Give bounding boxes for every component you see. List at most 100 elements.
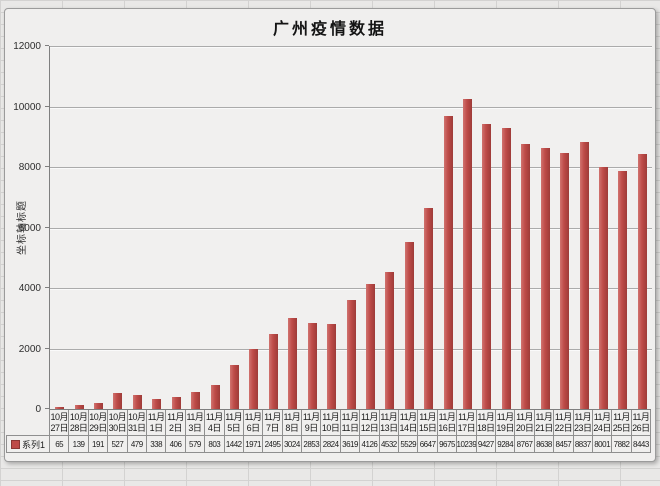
bar[interactable] xyxy=(74,404,84,409)
bar[interactable] xyxy=(365,284,375,409)
bar[interactable] xyxy=(404,241,414,409)
y-axis-tick-label: 8000 xyxy=(18,162,41,173)
category-cell: 11月 1日 xyxy=(146,410,167,436)
value-cell: 6647 xyxy=(418,436,438,453)
value-cell: 5529 xyxy=(399,436,419,453)
value-cell: 8638 xyxy=(534,436,555,453)
value-cell: 8443 xyxy=(631,436,652,453)
value-cell: 2853 xyxy=(302,436,322,453)
plot-area xyxy=(49,46,652,409)
category-cell: 10月 31日 xyxy=(127,410,147,436)
category-cell: 11月 24日 xyxy=(592,410,613,436)
category-cell: 11月 21日 xyxy=(534,410,555,436)
legend-key-cell: 系列1 xyxy=(6,435,50,453)
value-cell: 9284 xyxy=(495,436,516,453)
category-cell: 11月 10日 xyxy=(321,410,341,436)
bar[interactable] xyxy=(113,393,123,409)
value-cell: 139 xyxy=(69,436,89,453)
category-cell: 11月 22日 xyxy=(554,410,574,436)
chart-title: 广州疫情数据 xyxy=(272,19,387,38)
bar[interactable] xyxy=(598,166,608,409)
bar[interactable] xyxy=(521,143,531,409)
category-cell: 10月 30日 xyxy=(108,410,128,436)
value-cell: 4126 xyxy=(360,436,380,453)
value-cell: 406 xyxy=(166,436,186,453)
bar[interactable] xyxy=(540,147,550,409)
category-cell: 11月 25日 xyxy=(612,410,632,436)
bar[interactable] xyxy=(385,271,395,409)
y-axis-tick-label: 12000 xyxy=(13,41,41,52)
y-axis-tick-mark xyxy=(45,408,49,409)
y-axis-tick-mark xyxy=(45,287,49,288)
bar[interactable] xyxy=(501,128,511,409)
bar[interactable] xyxy=(171,396,181,409)
category-cell: 11月 23日 xyxy=(573,410,593,436)
bar[interactable] xyxy=(637,153,647,409)
bar[interactable] xyxy=(463,99,473,409)
category-cell: 11月 9日 xyxy=(302,410,322,436)
bar[interactable] xyxy=(443,116,453,409)
gridline xyxy=(50,227,652,229)
category-cell: 11月 3日 xyxy=(185,410,206,436)
bar[interactable] xyxy=(94,403,104,409)
value-cell: 9427 xyxy=(476,436,496,453)
category-cell: 11月 5日 xyxy=(224,410,244,436)
y-axis: 0 2000 4000 6000 8000 10000 12000 xyxy=(5,41,49,415)
category-cell: 11月 17日 xyxy=(457,410,477,436)
bar[interactable] xyxy=(346,299,356,409)
bar[interactable] xyxy=(618,170,628,409)
value-cell: 3619 xyxy=(340,436,361,453)
category-cell: 11月 14日 xyxy=(399,410,419,436)
y-axis-tick-mark xyxy=(45,166,49,167)
value-cell: 2495 xyxy=(263,436,283,453)
series-color-swatch-icon xyxy=(10,439,20,449)
bar[interactable] xyxy=(229,365,239,409)
bar[interactable] xyxy=(560,153,570,409)
value-cell: 803 xyxy=(205,436,225,453)
bar[interactable] xyxy=(249,349,259,409)
bar[interactable] xyxy=(55,407,65,409)
category-cell: 11月 13日 xyxy=(379,410,400,436)
value-cell: 579 xyxy=(185,436,206,453)
y-axis-tick-mark xyxy=(45,105,49,107)
category-cell: 11月 20日 xyxy=(515,410,535,436)
bar[interactable] xyxy=(579,141,589,409)
gridline xyxy=(50,167,652,168)
category-cell: 11月 18日 xyxy=(476,410,496,436)
bar[interactable] xyxy=(307,322,317,409)
chart-object[interactable]: 广州疫情数据 坐标轴标题 0 2000 4000 6000 8000 10000 12000… xyxy=(4,8,656,462)
gridline xyxy=(50,106,652,108)
value-cell: 8837 xyxy=(573,436,593,453)
category-cell: 11月 12日 xyxy=(360,410,380,436)
category-cell: 11月 11日 xyxy=(340,410,361,436)
value-cell: 479 xyxy=(127,436,147,453)
bar[interactable] xyxy=(210,384,220,409)
category-cell: 11月 4日 xyxy=(205,410,225,436)
bar[interactable] xyxy=(482,123,492,409)
value-cell: 9675 xyxy=(437,436,458,453)
category-cell: 10月 29日 xyxy=(88,410,109,436)
y-axis-tick-label: 2000 xyxy=(18,343,41,355)
value-cell: 8001 xyxy=(592,436,613,453)
category-cell: 11月 7日 xyxy=(263,410,283,436)
bar[interactable] xyxy=(327,323,337,409)
bar[interactable] xyxy=(191,391,201,409)
bar[interactable] xyxy=(268,333,278,409)
value-cell: 7882 xyxy=(612,436,632,453)
value-cell: 4532 xyxy=(379,436,400,453)
category-cell: 11月 15日 xyxy=(418,410,438,436)
value-cell: 65 xyxy=(50,436,70,453)
bar[interactable] xyxy=(152,398,162,409)
value-cell: 527 xyxy=(108,436,128,453)
value-cell: 338 xyxy=(146,436,167,453)
legend-label: 系列1 xyxy=(21,439,45,450)
chart-data-table: 10月 27日 10月 28日 10月 29日 10月 30日 10月 31日 11月 1日 11月 2日… xyxy=(6,409,652,453)
y-axis-tick-label: 10000 xyxy=(13,101,41,113)
bar[interactable] xyxy=(132,394,142,409)
value-cell: 10239 xyxy=(457,436,477,453)
value-cell: 8767 xyxy=(515,436,535,453)
bar[interactable] xyxy=(424,207,434,409)
gridline xyxy=(50,288,652,289)
bar[interactable] xyxy=(288,317,298,409)
